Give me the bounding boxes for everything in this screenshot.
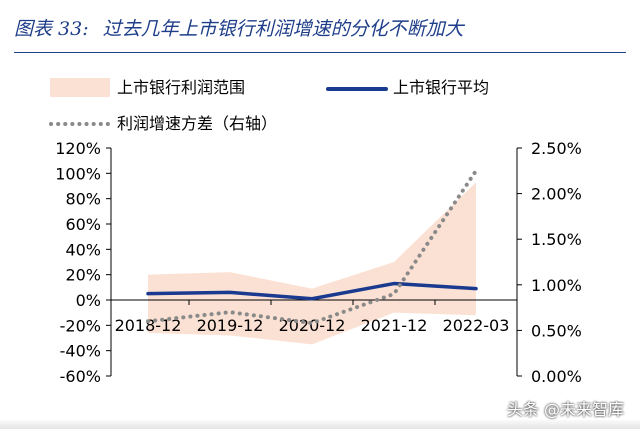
legend-label-average: 上市银行平均 bbox=[393, 78, 489, 97]
category-label: 2018-12 bbox=[115, 316, 182, 335]
category-label: 2019-12 bbox=[197, 316, 264, 335]
left-tick-label: 0% bbox=[76, 291, 101, 310]
series-lines-layer bbox=[146, 168, 478, 326]
bottom-strip bbox=[0, 420, 640, 429]
right-tick-label: 2.00% bbox=[531, 185, 582, 204]
left-tick-label: -60% bbox=[60, 367, 101, 386]
range-area bbox=[148, 182, 476, 345]
left-tick-label: -20% bbox=[60, 316, 101, 335]
right-tick-label: 1.00% bbox=[531, 276, 582, 295]
category-label: 2022-03 bbox=[443, 316, 510, 335]
left-tick-label: 60% bbox=[65, 215, 101, 234]
figure-caption: 过去几年上市银行利润增速的分化不断加大 bbox=[102, 18, 464, 40]
variance-dotted-line bbox=[146, 168, 478, 326]
left-tick-label: 80% bbox=[65, 190, 101, 209]
right-tick-label: 2.50% bbox=[531, 139, 582, 158]
legend-swatch-range bbox=[50, 78, 110, 97]
left-tick-label: 40% bbox=[65, 240, 101, 259]
left-tick-label: 100% bbox=[55, 164, 101, 183]
right-tick-label: 0.00% bbox=[531, 367, 582, 386]
range-area-layer bbox=[148, 182, 476, 345]
right-tick-label: 1.50% bbox=[531, 230, 582, 249]
right-tick-label: 0.50% bbox=[531, 321, 582, 340]
category-label: 2021-12 bbox=[361, 316, 428, 335]
title-divider bbox=[14, 52, 626, 53]
figure-title: 图表 33: 过去几年上市银行利润增速的分化不断加大 bbox=[14, 14, 464, 41]
axes-layer: 120% 100% 80% 60% 40% 20% 0% -20% -40% -60% 2.50% 2… bbox=[55, 139, 582, 386]
average-line bbox=[146, 281, 478, 301]
left-tick-label: 20% bbox=[65, 266, 101, 285]
left-tick-label: -40% bbox=[60, 342, 101, 361]
legend-label-variance: 利润增速方差（右轴） bbox=[117, 114, 277, 133]
watermark: 头条 @未来智库 bbox=[506, 400, 624, 419]
legend-label-range: 上市银行利润范围 bbox=[117, 78, 245, 97]
figure-label: 图表 33: bbox=[14, 18, 89, 40]
left-tick-label: 120% bbox=[55, 139, 101, 158]
